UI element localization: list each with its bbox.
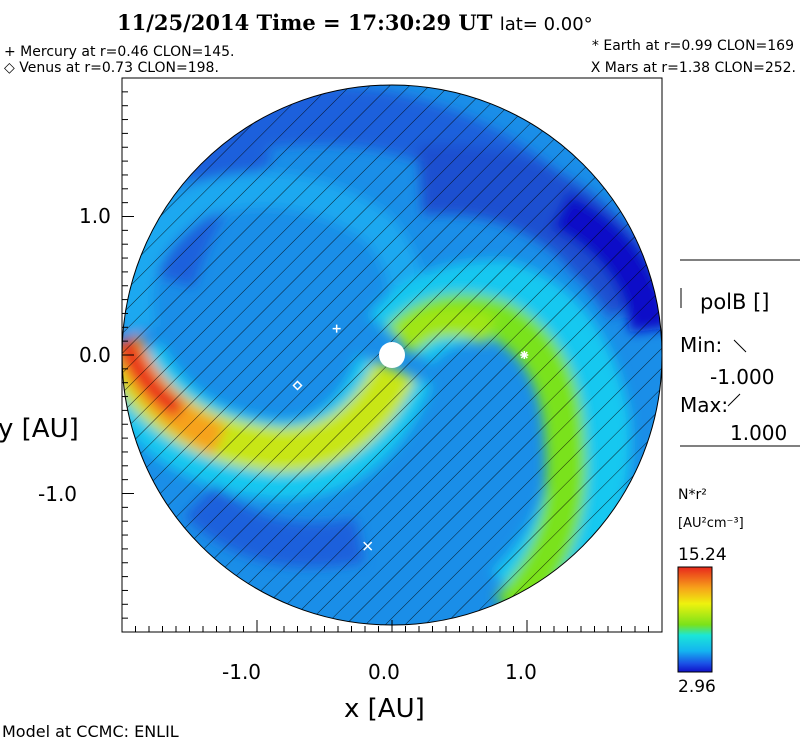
sun [379, 342, 405, 368]
min-label: Min: [680, 333, 723, 357]
footer-credit: Model at CCMC: ENLIL [2, 722, 179, 741]
mars-marker [363, 541, 373, 551]
plot-title: 11/25/2014 Time = 17:30:29 UT lat= 0.00° [117, 10, 593, 35]
max-value: 1.000 [730, 421, 788, 445]
xtick-label: -1.0 [222, 660, 262, 684]
max-hatch-icon [727, 393, 741, 407]
earth-marker [520, 351, 529, 359]
ytick-label: 1.0 [79, 204, 111, 228]
axis-ticks [122, 91, 649, 632]
earth-legend: * Earth at r=0.99 CLON=169 [591, 38, 794, 54]
ytick-label: -1.0 [38, 482, 78, 506]
colorbar-max: 15.24 [678, 545, 727, 565]
xtick-label: 1.0 [505, 660, 537, 684]
mercury-marker [332, 324, 341, 333]
planet-markers [292, 324, 529, 551]
xtick-label: 0.0 [368, 660, 400, 684]
mars-legend: X Mars at r=1.38 CLON=252. [590, 60, 796, 76]
mercury-legend: + Mercury at r=0.46 CLON=145. [4, 44, 235, 60]
colorbar-units: [AU²cm⁻³] [678, 516, 744, 531]
venus-marker [292, 380, 303, 391]
venus-legend: ◇ Venus at r=0.73 CLON=198. [4, 60, 219, 76]
colorbar [677, 566, 713, 673]
min-value: -1.000 [710, 365, 775, 389]
min-hatch-icon [733, 339, 747, 353]
polarity-label: polB [] [700, 290, 770, 314]
y-axis-label: y [AU] [0, 414, 79, 444]
colorbar-quantity: N*r² [678, 487, 707, 503]
colorbar-min: 2.96 [678, 677, 716, 697]
x-axis-label: x [AU] [344, 694, 425, 724]
ytick-label: 0.0 [79, 343, 111, 367]
max-label: Max: [680, 393, 729, 417]
